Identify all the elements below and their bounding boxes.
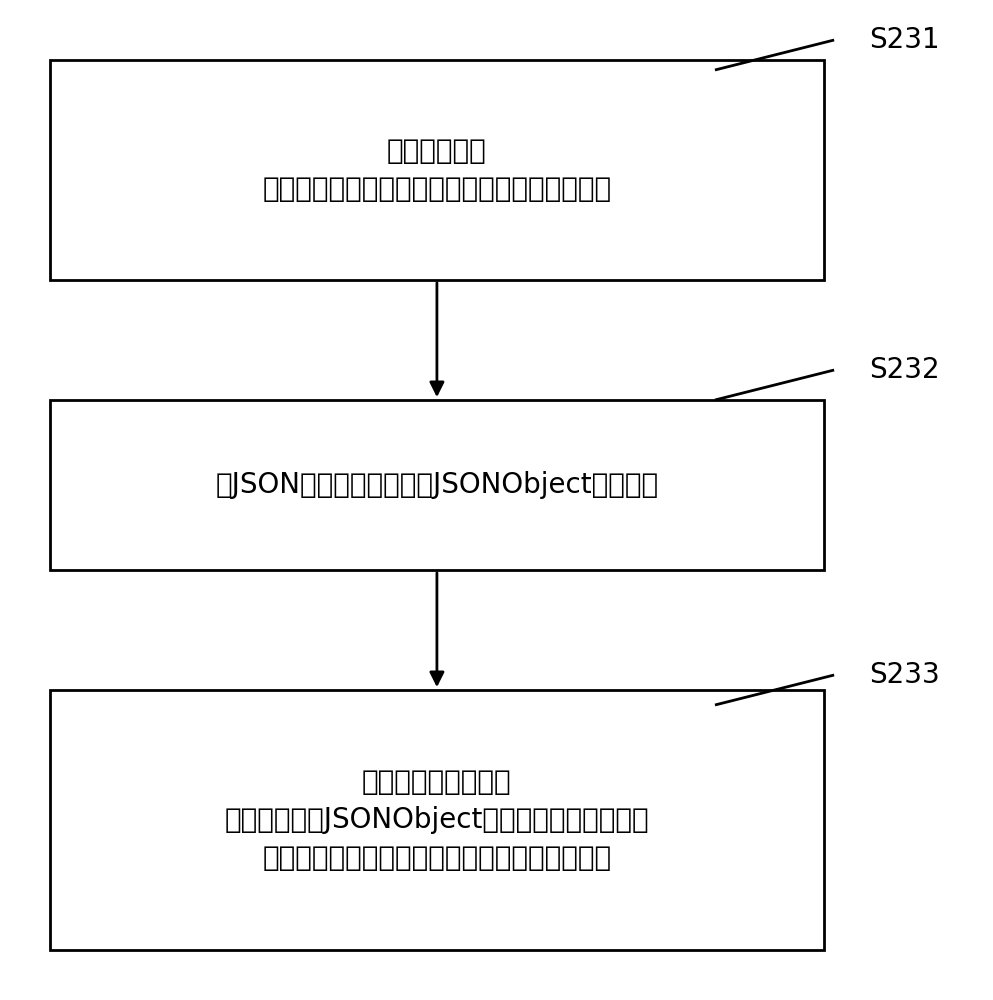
Text: 将JSON格式字符串转换为JSONObject类型数据: 将JSON格式字符串转换为JSONObject类型数据 [215, 471, 658, 499]
Bar [50, 690, 824, 950]
Text: 段的出现次数和路径: 段的出现次数和路径 [362, 768, 511, 796]
Text: 段，遍历查询JSONObject类型数据包含的指定字: 段，遍历查询JSONObject类型数据包含的指定字 [224, 806, 649, 834]
Bar [50, 400, 824, 570]
Text: 以指定字符将待脱敏字段分割为包括多个分词字: 以指定字符将待脱敏字段分割为包括多个分词字 [262, 175, 612, 203]
Text: 将字段数组中的至少一个分词字段确定为指定字: 将字段数组中的至少一个分词字段确定为指定字 [262, 844, 612, 872]
Text: S233: S233 [869, 661, 939, 689]
Bar [50, 60, 824, 280]
Text: S231: S231 [869, 26, 939, 54]
Text: 段的字段数组: 段的字段数组 [387, 137, 487, 165]
Text: S232: S232 [869, 356, 939, 384]
